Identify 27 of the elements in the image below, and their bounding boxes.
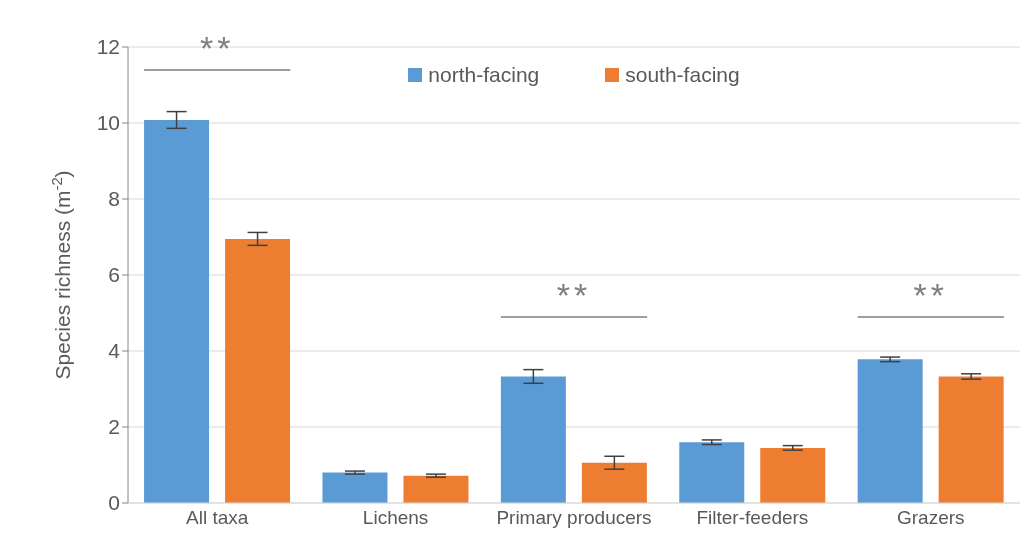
y-tick-label: 6	[108, 263, 120, 287]
x-tick-label: All taxa	[186, 507, 249, 529]
x-tick-label: Filter-feeders	[696, 507, 809, 529]
bar	[938, 376, 1004, 503]
y-tick-label: 12	[96, 35, 120, 59]
bar	[322, 472, 388, 503]
bar	[144, 119, 210, 503]
y-tick-label: 0	[108, 491, 120, 515]
annotation: **	[199, 29, 235, 67]
y-tick-label: 2	[108, 415, 120, 439]
bar	[225, 238, 291, 503]
x-tick-label: Grazers	[897, 507, 965, 529]
legend-label: north-facing	[427, 63, 540, 87]
bar	[857, 359, 923, 503]
x-tick-label: Lichens	[362, 507, 429, 529]
annotation: **	[913, 276, 949, 314]
annotation: **	[556, 276, 592, 314]
legend-label: south-facing	[624, 63, 740, 87]
bar	[760, 447, 826, 503]
y-tick-label: 8	[108, 187, 120, 211]
x-tick-label: Primary producers	[496, 507, 652, 529]
bar	[581, 462, 647, 503]
y-tick-label: 10	[96, 111, 120, 135]
bar	[403, 475, 469, 503]
bar	[500, 376, 566, 503]
bar	[679, 442, 745, 503]
y-tick-label: 4	[108, 339, 121, 363]
